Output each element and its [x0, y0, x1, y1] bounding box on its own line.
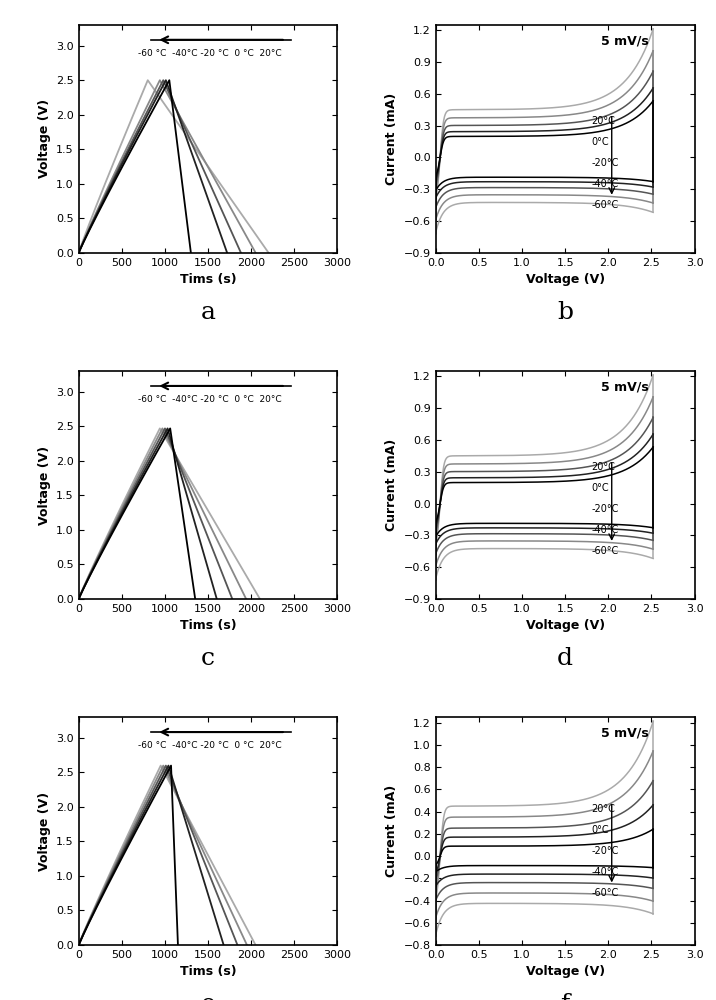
Text: 5 mV/s: 5 mV/s	[601, 380, 649, 393]
Y-axis label: Voltage (V): Voltage (V)	[38, 99, 51, 178]
X-axis label: Voltage (V): Voltage (V)	[526, 965, 605, 978]
Text: -20°C: -20°C	[591, 846, 619, 856]
Text: a: a	[200, 301, 216, 324]
Text: e: e	[200, 993, 216, 1000]
Text: d: d	[557, 647, 574, 670]
X-axis label: Voltage (V): Voltage (V)	[526, 273, 605, 286]
Text: 5 mV/s: 5 mV/s	[601, 726, 649, 739]
Text: b: b	[557, 301, 574, 324]
Text: -60°C: -60°C	[591, 888, 619, 898]
Text: -60°C: -60°C	[591, 200, 619, 210]
Y-axis label: Current (mA): Current (mA)	[385, 93, 398, 185]
Text: 20°C: 20°C	[591, 804, 615, 814]
Y-axis label: Voltage (V): Voltage (V)	[38, 792, 51, 871]
Text: f: f	[561, 993, 570, 1000]
Text: -60°C: -60°C	[591, 546, 619, 556]
Text: c: c	[201, 647, 215, 670]
Text: 20°C: 20°C	[591, 116, 615, 126]
Text: -60 °C  -40°C -20 °C  0 °C  20°C: -60 °C -40°C -20 °C 0 °C 20°C	[137, 395, 281, 404]
Text: -40°C: -40°C	[591, 179, 619, 189]
Text: -40°C: -40°C	[591, 525, 619, 535]
Text: -20°C: -20°C	[591, 158, 619, 168]
Text: 0°C: 0°C	[591, 137, 609, 147]
Y-axis label: Current (mA): Current (mA)	[385, 785, 398, 877]
Text: 20°C: 20°C	[591, 462, 615, 472]
Text: -60 °C  -40°C -20 °C  0 °C  20°C: -60 °C -40°C -20 °C 0 °C 20°C	[137, 741, 281, 750]
X-axis label: Tims (s): Tims (s)	[180, 273, 236, 286]
Text: -40°C: -40°C	[591, 867, 619, 877]
Text: 0°C: 0°C	[591, 825, 609, 835]
Y-axis label: Current (mA): Current (mA)	[385, 439, 398, 531]
Text: 0°C: 0°C	[591, 483, 609, 493]
X-axis label: Voltage (V): Voltage (V)	[526, 619, 605, 632]
X-axis label: Tims (s): Tims (s)	[180, 965, 236, 978]
Text: -60 °C  -40°C -20 °C  0 °C  20°C: -60 °C -40°C -20 °C 0 °C 20°C	[137, 49, 281, 58]
Text: -20°C: -20°C	[591, 504, 619, 514]
Y-axis label: Voltage (V): Voltage (V)	[38, 445, 51, 525]
Text: 5 mV/s: 5 mV/s	[601, 34, 649, 47]
X-axis label: Tims (s): Tims (s)	[180, 619, 236, 632]
